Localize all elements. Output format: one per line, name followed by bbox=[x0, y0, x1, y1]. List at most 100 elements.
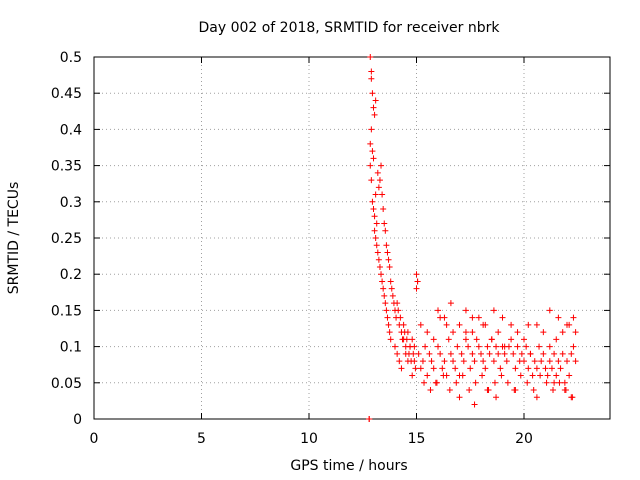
data-point bbox=[430, 365, 437, 372]
data-point bbox=[559, 329, 566, 336]
y-tick-label: 0.3 bbox=[60, 195, 82, 211]
data-point bbox=[458, 350, 465, 357]
data-point bbox=[533, 394, 540, 401]
data-point bbox=[381, 220, 388, 227]
data-point bbox=[389, 292, 396, 299]
data-point bbox=[462, 307, 469, 314]
data-point bbox=[445, 336, 452, 343]
data-point bbox=[572, 358, 579, 365]
y-tick-label: 0.05 bbox=[51, 376, 82, 392]
data-point bbox=[421, 379, 428, 386]
data-point bbox=[555, 358, 562, 365]
data-point bbox=[387, 278, 394, 285]
data-point bbox=[508, 321, 515, 328]
data-point bbox=[452, 365, 459, 372]
chart-title: Day 002 of 2018, SRMTID for receiver nbr… bbox=[198, 20, 500, 36]
data-point bbox=[540, 350, 547, 357]
data-point bbox=[493, 394, 500, 401]
y-tick-label: 0.5 bbox=[60, 50, 82, 66]
y-tick-label: 0 bbox=[73, 412, 82, 428]
data-point bbox=[542, 365, 549, 372]
data-point bbox=[371, 227, 378, 234]
data-point bbox=[368, 68, 375, 75]
data-point bbox=[385, 321, 392, 328]
data-point bbox=[384, 314, 391, 321]
data-point bbox=[568, 350, 575, 357]
data-point bbox=[383, 242, 390, 249]
data-point bbox=[570, 343, 577, 350]
data-point bbox=[508, 336, 515, 343]
data-point bbox=[404, 329, 411, 336]
data-point bbox=[540, 329, 547, 336]
data-point bbox=[380, 285, 387, 292]
data-point bbox=[514, 343, 521, 350]
data-point bbox=[424, 329, 431, 336]
data-point bbox=[450, 329, 457, 336]
data-point bbox=[471, 358, 478, 365]
data-point bbox=[469, 350, 476, 357]
data-point bbox=[456, 394, 463, 401]
data-point bbox=[460, 358, 467, 365]
data-point bbox=[529, 372, 536, 379]
data-point bbox=[385, 256, 392, 263]
data-point bbox=[466, 387, 473, 394]
data-point bbox=[525, 321, 532, 328]
data-point bbox=[490, 307, 497, 314]
y-tick-label: 0.4 bbox=[60, 122, 82, 138]
data-point bbox=[491, 379, 498, 386]
x-tick-label: 15 bbox=[408, 431, 426, 447]
data-point bbox=[375, 256, 382, 263]
data-point bbox=[367, 162, 374, 169]
data-point bbox=[386, 263, 393, 270]
data-point bbox=[495, 329, 502, 336]
data-point bbox=[441, 314, 448, 321]
data-point bbox=[381, 292, 388, 299]
data-point bbox=[555, 314, 562, 321]
data-point bbox=[475, 343, 482, 350]
data-point bbox=[572, 329, 579, 336]
data-point bbox=[371, 111, 378, 118]
data-point bbox=[551, 379, 558, 386]
data-point bbox=[370, 206, 377, 213]
data-point bbox=[543, 379, 550, 386]
data-point bbox=[402, 350, 409, 357]
data-point bbox=[501, 350, 508, 357]
data-point bbox=[374, 169, 381, 176]
data-point bbox=[395, 307, 402, 314]
data-point bbox=[369, 198, 376, 205]
data-point bbox=[570, 314, 577, 321]
data-point bbox=[424, 372, 431, 379]
data-point bbox=[561, 379, 568, 386]
data-point bbox=[527, 350, 534, 357]
data-point bbox=[484, 387, 491, 394]
data-point bbox=[413, 285, 420, 292]
data-point bbox=[392, 343, 398, 350]
data-point bbox=[504, 379, 511, 386]
data-point bbox=[369, 90, 376, 97]
data-point bbox=[561, 387, 568, 394]
data-point bbox=[367, 140, 374, 147]
data-point bbox=[427, 387, 434, 394]
data-point bbox=[409, 336, 416, 343]
data-point bbox=[387, 336, 394, 343]
data-point bbox=[469, 314, 476, 321]
data-point bbox=[450, 358, 457, 365]
data-point bbox=[379, 278, 386, 285]
data-point bbox=[435, 307, 441, 314]
data-point bbox=[556, 379, 563, 386]
data-point bbox=[412, 365, 419, 372]
data-point bbox=[533, 321, 540, 328]
data-point bbox=[544, 372, 551, 379]
data-point bbox=[428, 358, 435, 365]
data-point bbox=[537, 372, 544, 379]
data-point bbox=[437, 350, 444, 357]
data-point bbox=[501, 343, 508, 350]
data-point bbox=[426, 350, 433, 357]
data-point bbox=[514, 329, 521, 336]
data-point bbox=[396, 358, 403, 365]
data-point bbox=[512, 387, 519, 394]
data-point bbox=[548, 365, 555, 372]
data-point bbox=[382, 227, 389, 234]
data-point bbox=[407, 343, 414, 350]
data-point bbox=[380, 206, 387, 213]
